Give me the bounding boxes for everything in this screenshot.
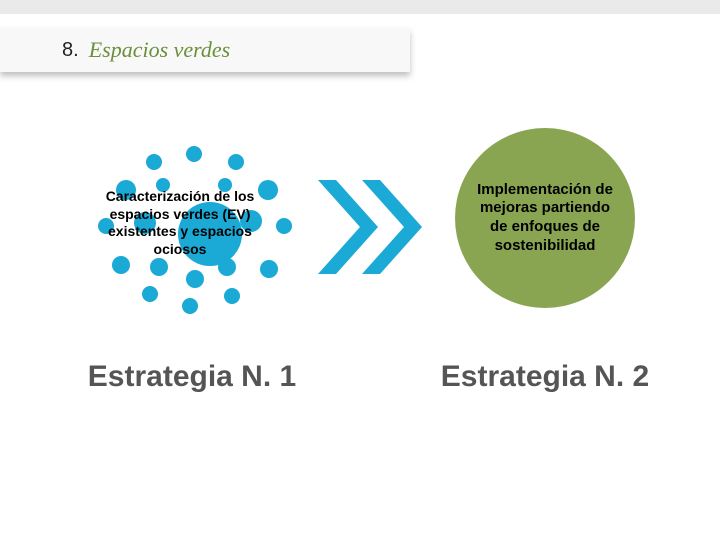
cluster-dot xyxy=(186,146,202,162)
strategy2-description: Implementación de mejoras partiendo de e… xyxy=(475,181,615,256)
cluster-dot xyxy=(228,154,244,170)
cluster-dot xyxy=(146,154,162,170)
strategy2-block: Implementación de mejoras partiendo de e… xyxy=(440,128,650,308)
top-grey-strip xyxy=(0,0,720,14)
cluster-dot xyxy=(142,286,158,302)
green-circle: Implementación de mejoras partiendo de e… xyxy=(455,128,635,308)
strategy1-description: Caracterización de los espacios verdes (… xyxy=(80,188,280,258)
cluster-dot xyxy=(260,260,278,278)
section-title: Espacios verdes xyxy=(89,37,231,63)
cluster-dot xyxy=(186,270,204,288)
cluster-dot xyxy=(224,288,240,304)
section-header-bar: 8. Espacios verdes xyxy=(0,28,410,72)
cluster-dot xyxy=(150,258,168,276)
cluster-dot xyxy=(218,258,236,276)
cluster-dot xyxy=(182,298,198,314)
strategy1-block: Caracterización de los espacios verdes (… xyxy=(70,140,330,320)
flow-arrow xyxy=(310,172,440,282)
strategy2-title: Estrategia N. 2 xyxy=(430,360,660,393)
diagram-content: Caracterización de los espacios verdes (… xyxy=(0,110,720,530)
strategy1-title: Estrategia N. 1 xyxy=(62,360,322,393)
section-number: 8. xyxy=(62,39,79,62)
double-chevron-icon xyxy=(310,172,440,282)
cluster-dot xyxy=(112,256,130,274)
